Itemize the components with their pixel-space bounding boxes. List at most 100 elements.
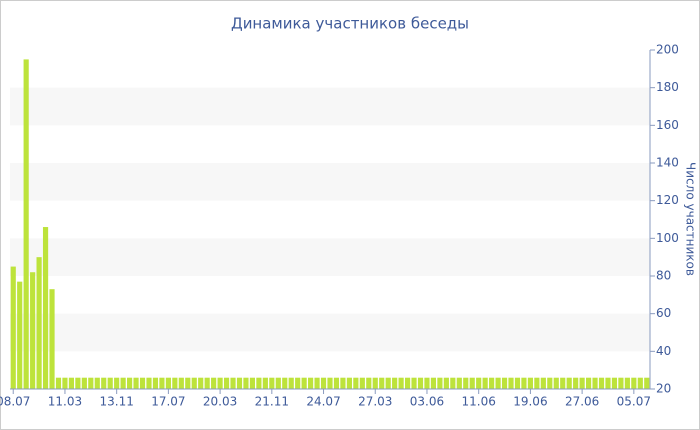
x-tick-label: 11.03 [48, 395, 82, 409]
bar [456, 377, 462, 389]
bar [540, 377, 546, 389]
bar [75, 377, 81, 389]
bar [346, 377, 352, 389]
bar [223, 377, 230, 389]
bar [88, 377, 94, 389]
bar [191, 377, 197, 389]
bar [49, 289, 55, 389]
bar [430, 377, 437, 389]
bar [81, 377, 87, 389]
bar [275, 377, 281, 389]
bar [230, 377, 236, 389]
y-tick-label: 200 [656, 43, 679, 57]
bar [101, 377, 107, 389]
bar [133, 377, 139, 389]
bar [236, 377, 243, 389]
bar [314, 377, 320, 389]
bar [178, 377, 184, 389]
bar [417, 377, 424, 389]
bar [443, 377, 449, 389]
bar [547, 377, 553, 389]
bar [327, 377, 333, 389]
bar [398, 377, 404, 389]
bar [198, 377, 204, 389]
bar [573, 377, 579, 389]
bar [372, 377, 378, 389]
bar [404, 377, 411, 389]
bar [36, 257, 42, 389]
bar [127, 377, 133, 389]
bar [637, 377, 643, 389]
bar [385, 377, 391, 389]
y-tick-label: 140 [656, 156, 679, 170]
bar [450, 377, 456, 389]
bar [644, 377, 650, 389]
grid-band [10, 238, 650, 276]
bar [592, 377, 598, 389]
bar [508, 377, 514, 389]
bar [68, 377, 74, 389]
bar [340, 377, 346, 389]
bar [333, 377, 340, 389]
bar [605, 377, 611, 389]
bar [411, 377, 417, 389]
bar [366, 377, 372, 389]
bar [437, 377, 443, 389]
x-tick-label: 03.06 [410, 395, 444, 409]
bar [120, 377, 126, 389]
bar [476, 377, 482, 389]
y-axis-label: Число участников [684, 162, 698, 276]
x-tick-label: 27.03 [358, 395, 392, 409]
bar [139, 377, 146, 389]
bar [30, 272, 36, 389]
x-tick-label: 27.06 [565, 395, 599, 409]
bar [94, 377, 100, 389]
x-tick-label: 20.03 [203, 395, 237, 409]
bar [353, 377, 359, 389]
bar [489, 377, 495, 389]
bar [282, 377, 288, 389]
bar [579, 377, 585, 389]
bar [62, 377, 68, 389]
bar [618, 377, 624, 389]
y-tick-label: 120 [656, 193, 679, 207]
bar [152, 377, 159, 389]
y-tick-label: 80 [656, 269, 671, 283]
bar [42, 227, 49, 389]
bar [211, 377, 217, 389]
bar [611, 377, 618, 389]
bar [204, 377, 210, 389]
bar [114, 377, 120, 389]
x-tick-label: 24.07 [306, 395, 340, 409]
bar [566, 377, 572, 389]
y-tick-label: 20 [656, 382, 671, 396]
bar [185, 377, 191, 389]
bar [146, 377, 152, 389]
x-tick-label: 08.07 [0, 395, 30, 409]
bar [172, 377, 178, 389]
bar [514, 377, 521, 389]
bar [320, 377, 327, 389]
grid-band [10, 163, 650, 201]
bar [553, 377, 559, 389]
bar [262, 377, 268, 389]
bar [55, 377, 62, 389]
bar [17, 281, 23, 389]
bar [624, 377, 630, 389]
bar [534, 377, 540, 389]
x-tick-label: 19.06 [513, 395, 547, 409]
bar [359, 377, 365, 389]
bar [165, 377, 171, 389]
bar [23, 59, 29, 390]
bar [243, 377, 249, 389]
bar [631, 377, 637, 389]
bar [392, 377, 398, 389]
y-tick-label: 40 [656, 344, 671, 358]
y-tick-label: 180 [656, 80, 679, 94]
bar [159, 377, 165, 389]
grid-band [10, 87, 650, 126]
bar [288, 377, 294, 389]
bar [495, 377, 501, 389]
